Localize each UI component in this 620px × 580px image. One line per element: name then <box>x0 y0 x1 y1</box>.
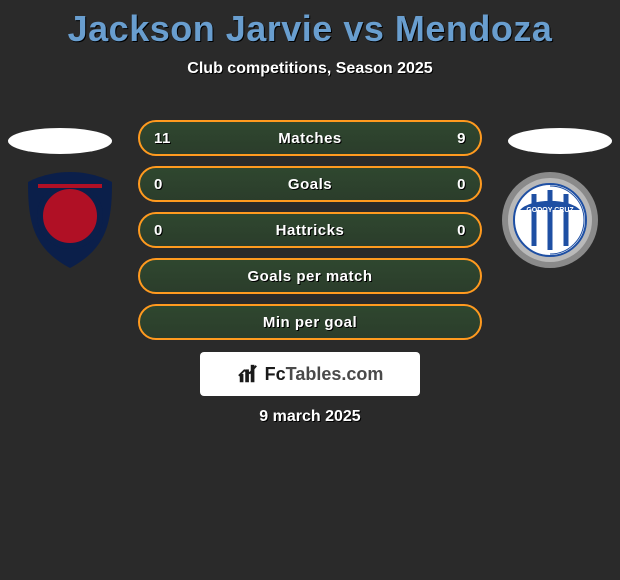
stat-rows: 11 Matches 9 0 Goals 0 0 Hattricks 0 Goa… <box>138 120 482 350</box>
shadow-ellipse-right <box>508 128 612 154</box>
crest-right-svg: GODOY CRUZ <box>500 170 600 270</box>
crest-left-svg <box>20 170 120 270</box>
shadow-ellipse-left <box>8 128 112 154</box>
comparison-infographic: Jackson Jarvie vs Mendoza Club competiti… <box>0 0 620 580</box>
stat-label: Matches <box>278 130 342 147</box>
page-subtitle: Club competitions, Season 2025 <box>0 60 620 78</box>
brand-logo: FcTables.com <box>200 352 420 396</box>
stat-row-min-per-goal: Min per goal <box>138 304 482 340</box>
page-title: Jackson Jarvie vs Mendoza <box>0 0 620 50</box>
stat-right-value: 0 <box>457 168 466 200</box>
bar-chart-icon <box>237 363 259 385</box>
stat-label: Goals per match <box>247 268 372 285</box>
stat-right-value: 0 <box>457 214 466 246</box>
stat-label: Goals <box>288 176 332 193</box>
brand-text: FcTables.com <box>265 364 384 385</box>
stat-right-value: 9 <box>457 122 466 154</box>
stat-label: Min per goal <box>263 314 357 331</box>
stat-left-value: 0 <box>154 168 163 200</box>
stat-row-hattricks: 0 Hattricks 0 <box>138 212 482 248</box>
stat-label: Hattricks <box>276 222 345 239</box>
brand-prefix: Fc <box>265 364 286 384</box>
team-crest-left <box>20 170 120 270</box>
stat-left-value: 0 <box>154 214 163 246</box>
stat-left-value: 11 <box>154 122 171 154</box>
footer-date: 9 march 2025 <box>0 408 620 426</box>
stat-row-matches: 11 Matches 9 <box>138 120 482 156</box>
brand-suffix: Tables.com <box>286 364 384 384</box>
team-crest-right: GODOY CRUZ <box>500 170 600 270</box>
svg-text:GODOY CRUZ: GODOY CRUZ <box>526 207 574 214</box>
stat-row-goals-per-match: Goals per match <box>138 258 482 294</box>
stat-row-goals: 0 Goals 0 <box>138 166 482 202</box>
